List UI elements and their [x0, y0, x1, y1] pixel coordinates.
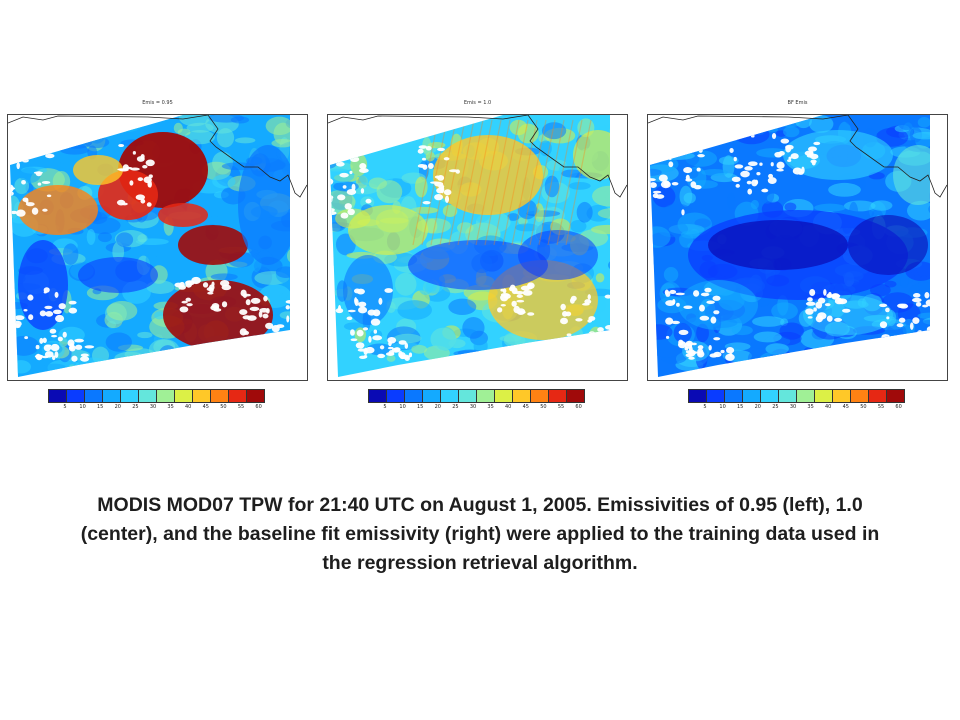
- colorbar-cell: [869, 390, 887, 402]
- colorbar-cell: [743, 390, 761, 402]
- colorbar-cell: [459, 390, 477, 402]
- colorbar-tick-label: 45: [202, 404, 209, 410]
- colorbar-cell: [175, 390, 193, 402]
- colorbar-cell: [49, 390, 67, 402]
- panel-title: Emis = 0.95: [142, 100, 173, 106]
- colorbar-tick-label: 25: [452, 404, 459, 410]
- tpw-map: [327, 114, 628, 381]
- colorbar-tick-label: 5: [383, 404, 387, 410]
- colorbar-cell: [369, 390, 387, 402]
- colorbar-tick-label: 40: [505, 404, 512, 410]
- panel-title: BF Emis: [787, 100, 808, 106]
- map-panel-emis095: Emis = 0.95 5 10 15 20 25 30 35 40 45 50 55 60: [5, 100, 310, 420]
- colorbar-cell: [851, 390, 869, 402]
- colorbar-tick-label: 45: [842, 404, 849, 410]
- colorbar-cell: [815, 390, 833, 402]
- colorbar-cell: [247, 390, 264, 402]
- colorbar-tick-label: 50: [540, 404, 547, 410]
- colorbar-cell: [887, 390, 904, 402]
- colorbar-tick-label: 10: [399, 404, 406, 410]
- colorbar-cell: [139, 390, 157, 402]
- panel-title: Emis = 1.0: [463, 100, 492, 106]
- colorbar-cell: [531, 390, 549, 402]
- colorbar-cell: [441, 390, 459, 402]
- colorbar-tick-label: 60: [255, 404, 262, 410]
- colorbar-cell: [761, 390, 779, 402]
- colorbar-cell: [567, 390, 584, 402]
- colorbar-tick-label: 55: [557, 404, 565, 410]
- tpw-map: [647, 114, 948, 381]
- colorbar-cell: [405, 390, 423, 402]
- colorbar: 5 10 15 20 25 30 35 40 45 50 55 60: [48, 389, 270, 419]
- colorbar-tick-label: 20: [434, 404, 441, 410]
- figure-caption: MODIS MOD07 TPW for 21:40 UTC on August …: [80, 494, 880, 574]
- colorbar-tick-label: 50: [220, 404, 227, 410]
- colorbar-cell: [833, 390, 851, 402]
- colorbar-cell: [495, 390, 513, 402]
- colorbar-swatches: [368, 389, 585, 403]
- colorbar-tick-label: 35: [807, 404, 814, 410]
- colorbar-cell: [423, 390, 441, 402]
- colorbar-tick-label: 5: [703, 404, 707, 410]
- colorbar-cell: [211, 390, 229, 402]
- colorbar-tick-label: 60: [895, 404, 902, 410]
- colorbar-tick-label: 20: [114, 404, 121, 410]
- colorbar-tick-label: 15: [737, 404, 744, 410]
- colorbar-cell: [229, 390, 247, 402]
- colorbar-swatches: [48, 389, 265, 403]
- colorbar-tick-label: 35: [487, 404, 494, 410]
- colorbar-tick-label: 10: [79, 404, 86, 410]
- colorbar-tick-label: 10: [719, 404, 726, 410]
- colorbar-cell: [193, 390, 211, 402]
- colorbar: 5 10 15 20 25 30 35 40 45 50 55 60: [368, 389, 590, 419]
- colorbar-tick-label: 45: [522, 404, 529, 410]
- colorbar-cell: [725, 390, 743, 402]
- colorbar-tick-label: 30: [789, 404, 797, 410]
- colorbar-cell: [707, 390, 725, 402]
- colorbar-tick-label: 15: [97, 404, 104, 410]
- colorbar-cell: [779, 390, 797, 402]
- colorbar-tick-label: 40: [185, 404, 192, 410]
- colorbar-tick-label: 25: [132, 404, 139, 410]
- colorbar-cell: [477, 390, 495, 402]
- colorbar: 5 10 15 20 25 30 35 40 45 50 55 60: [688, 389, 910, 419]
- colorbar-cell: [85, 390, 103, 402]
- colorbar-cell: [797, 390, 815, 402]
- colorbar-cell: [67, 390, 85, 402]
- colorbar-cell: [513, 390, 531, 402]
- colorbar-tick-label: 30: [469, 404, 477, 410]
- tpw-map: [7, 114, 308, 381]
- colorbar-tick-label: 25: [772, 404, 779, 410]
- colorbar-tick-label: 60: [575, 404, 582, 410]
- map-panel-emis10: Emis = 1.0 5 10 15 20 25 30 35 40 45 50 55 60: [325, 100, 630, 420]
- colorbar-swatches: [688, 389, 905, 403]
- colorbar-tick-label: 35: [167, 404, 174, 410]
- colorbar-tick-label: 5: [63, 404, 67, 410]
- colorbar-cell: [121, 390, 139, 402]
- colorbar-tick-label: 55: [877, 404, 885, 410]
- colorbar-cell: [387, 390, 405, 402]
- colorbar-tick-label: 20: [754, 404, 761, 410]
- colorbar-cell: [157, 390, 175, 402]
- colorbar-tick-label: 30: [149, 404, 157, 410]
- colorbar-cell: [103, 390, 121, 402]
- colorbar-tick-label: 50: [860, 404, 867, 410]
- colorbar-tick-label: 15: [417, 404, 424, 410]
- colorbar-cell: [549, 390, 567, 402]
- colorbar-cell: [689, 390, 707, 402]
- map-panel-bf: BF Emis 5 10 15 20 25 30 35 40 45 50 55 60: [645, 100, 950, 420]
- colorbar-tick-label: 40: [825, 404, 832, 410]
- colorbar-tick-label: 55: [237, 404, 245, 410]
